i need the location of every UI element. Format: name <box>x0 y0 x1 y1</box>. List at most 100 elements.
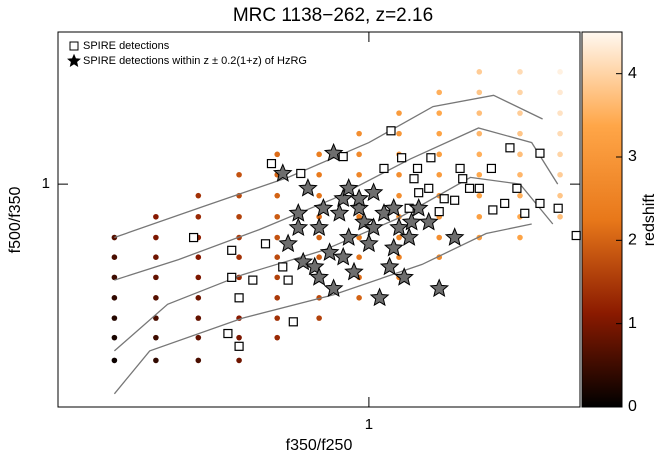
square-marker <box>553 203 563 213</box>
model-point <box>356 130 362 137</box>
star-marker <box>288 217 309 237</box>
model-point <box>195 334 202 341</box>
star-marker <box>359 233 379 253</box>
model-point <box>557 192 563 199</box>
square-marker <box>260 239 271 249</box>
model-point <box>153 274 159 281</box>
square-marker <box>500 198 510 209</box>
model-point <box>517 151 523 158</box>
x-axis-label: f350/f250 <box>286 437 353 454</box>
model-point <box>111 274 118 281</box>
square-marker <box>188 232 199 243</box>
model-point <box>517 69 523 75</box>
square-marker <box>227 245 237 255</box>
square-marker <box>520 208 530 218</box>
y-tick-label: 1 <box>42 175 50 192</box>
model-point <box>153 295 159 301</box>
model-point <box>436 130 443 137</box>
model-point <box>153 254 159 260</box>
model-point <box>316 151 322 158</box>
contour <box>114 94 543 239</box>
square-marker <box>234 293 244 303</box>
model-point <box>356 254 362 260</box>
star-marker <box>401 211 422 231</box>
model-point <box>195 254 202 260</box>
model-point <box>274 295 281 301</box>
chart-title: MRC 1138−262, z=2.16 <box>233 5 433 26</box>
colorbar-tick-label: 2 <box>628 232 637 249</box>
model-point <box>111 295 118 301</box>
model-point <box>557 130 563 137</box>
model-point <box>517 234 523 241</box>
star-marker <box>383 237 404 257</box>
star-marker <box>389 217 409 237</box>
model-point <box>153 234 159 241</box>
model-point <box>274 254 281 260</box>
star-marker <box>349 188 369 208</box>
contour <box>113 223 532 395</box>
model-point <box>557 171 563 178</box>
model-point <box>356 171 362 178</box>
colorbar-tick-label: 1 <box>628 315 637 332</box>
star-marker <box>349 198 369 217</box>
model-point <box>274 334 281 341</box>
model-point <box>436 171 443 178</box>
model-point <box>436 151 443 158</box>
y-axis-label: f500/f350 <box>7 187 24 254</box>
star-marker <box>278 233 298 253</box>
star-marker <box>323 142 344 162</box>
star-marker <box>309 267 329 286</box>
square-marker <box>424 183 434 193</box>
star-marker <box>338 227 359 246</box>
star-marker <box>323 278 344 298</box>
star-marker <box>363 217 384 237</box>
square-marker <box>296 168 306 179</box>
square-marker <box>288 317 298 327</box>
model-point <box>111 315 118 321</box>
star-marker <box>444 227 465 246</box>
model-point <box>195 295 202 301</box>
model-point <box>557 69 563 75</box>
contour <box>114 127 559 281</box>
colorbar-tick-label: 4 <box>628 65 637 82</box>
model-point <box>153 334 159 341</box>
star-marker <box>298 177 318 197</box>
square-marker <box>535 198 545 209</box>
model-point <box>557 151 563 158</box>
model-point <box>274 213 281 220</box>
model-point <box>153 357 159 364</box>
model-point <box>236 357 242 364</box>
model-point <box>356 213 362 220</box>
star-marker <box>288 203 309 222</box>
star-marker <box>363 182 384 202</box>
square-marker <box>283 275 293 285</box>
square-marker <box>505 143 515 153</box>
square-marker <box>379 163 389 174</box>
square-marker <box>512 183 522 193</box>
colorbar-label: redshift <box>641 193 658 246</box>
colorbar-tick-label: 0 <box>628 398 637 415</box>
square-marker <box>455 163 465 174</box>
square-marker <box>278 262 288 272</box>
model-point <box>236 213 242 220</box>
model-point <box>396 192 402 199</box>
square-marker <box>409 174 419 184</box>
colorbar <box>581 31 623 408</box>
model-point <box>356 295 362 301</box>
model-point <box>476 213 483 220</box>
square-marker <box>338 151 348 162</box>
square-marker <box>450 195 460 205</box>
model-point <box>274 274 281 281</box>
square-marker <box>426 153 436 163</box>
model-point <box>236 334 242 341</box>
model-point <box>316 315 322 321</box>
model-point <box>396 171 402 178</box>
model-point <box>111 234 118 241</box>
model-point <box>476 130 483 137</box>
square-marker <box>535 148 545 158</box>
model-point <box>195 213 202 220</box>
model-point <box>557 110 563 116</box>
model-point <box>517 171 523 178</box>
model-point <box>316 192 322 199</box>
